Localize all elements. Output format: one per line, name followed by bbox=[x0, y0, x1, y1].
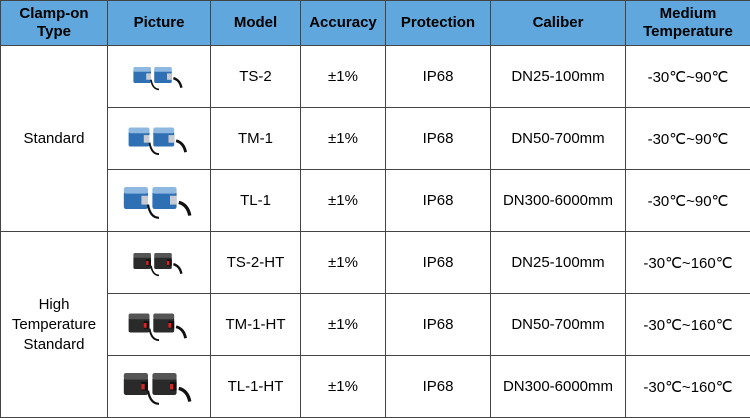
data-cell: ±1% bbox=[301, 232, 386, 294]
data-cell: -30℃~90℃ bbox=[626, 46, 750, 108]
data-cell: DN300-6000mm bbox=[491, 356, 626, 418]
picture-cell bbox=[108, 108, 211, 170]
header-cell: Clamp-on Type bbox=[1, 1, 108, 46]
data-cell: -30℃~160℃ bbox=[626, 232, 750, 294]
picture-cell bbox=[108, 356, 211, 418]
sensor-image bbox=[115, 362, 203, 410]
data-cell: IP68 bbox=[386, 170, 491, 232]
picture-cell bbox=[108, 232, 211, 294]
table-row: High Temperature Standard TS-2-HT±1%IP68… bbox=[1, 232, 750, 294]
data-cell: DN25-100mm bbox=[491, 232, 626, 294]
data-cell: DN50-700mm bbox=[491, 108, 626, 170]
data-cell: IP68 bbox=[386, 46, 491, 108]
data-cell: DN50-700mm bbox=[491, 294, 626, 356]
data-cell: TS-2 bbox=[211, 46, 301, 108]
data-cell: ±1% bbox=[301, 108, 386, 170]
data-cell: IP68 bbox=[386, 356, 491, 418]
header-cell: Accuracy bbox=[301, 1, 386, 46]
data-cell: DN25-100mm bbox=[491, 46, 626, 108]
data-cell: IP68 bbox=[386, 294, 491, 356]
type-cell: High Temperature Standard bbox=[1, 232, 108, 418]
header-cell: Model bbox=[211, 1, 301, 46]
header-cell: Picture bbox=[108, 1, 211, 46]
data-cell: TM-1 bbox=[211, 108, 301, 170]
data-cell: IP68 bbox=[386, 108, 491, 170]
sensor-image bbox=[127, 59, 191, 94]
data-cell: ±1% bbox=[301, 356, 386, 418]
sensor-image bbox=[115, 176, 203, 224]
sensor-image bbox=[121, 118, 197, 160]
data-cell: -30℃~90℃ bbox=[626, 170, 750, 232]
data-cell: ±1% bbox=[301, 46, 386, 108]
data-cell: TL-1-HT bbox=[211, 356, 301, 418]
data-cell: IP68 bbox=[386, 232, 491, 294]
data-cell: TS-2-HT bbox=[211, 232, 301, 294]
data-cell: -30℃~160℃ bbox=[626, 294, 750, 356]
data-cell: ±1% bbox=[301, 294, 386, 356]
data-cell: ±1% bbox=[301, 170, 386, 232]
data-cell: DN300-6000mm bbox=[491, 170, 626, 232]
data-cell: TL-1 bbox=[211, 170, 301, 232]
picture-cell bbox=[108, 46, 211, 108]
header-cell: Medium Temperature bbox=[626, 1, 750, 46]
header-cell: Protection bbox=[386, 1, 491, 46]
picture-cell bbox=[108, 170, 211, 232]
sensor-image bbox=[121, 304, 197, 346]
type-cell: Standard bbox=[1, 46, 108, 232]
header-cell: Caliber bbox=[491, 1, 626, 46]
picture-cell bbox=[108, 294, 211, 356]
sensor-image bbox=[127, 245, 191, 280]
data-cell: TM-1-HT bbox=[211, 294, 301, 356]
data-cell: -30℃~160℃ bbox=[626, 356, 750, 418]
data-cell: -30℃~90℃ bbox=[626, 108, 750, 170]
